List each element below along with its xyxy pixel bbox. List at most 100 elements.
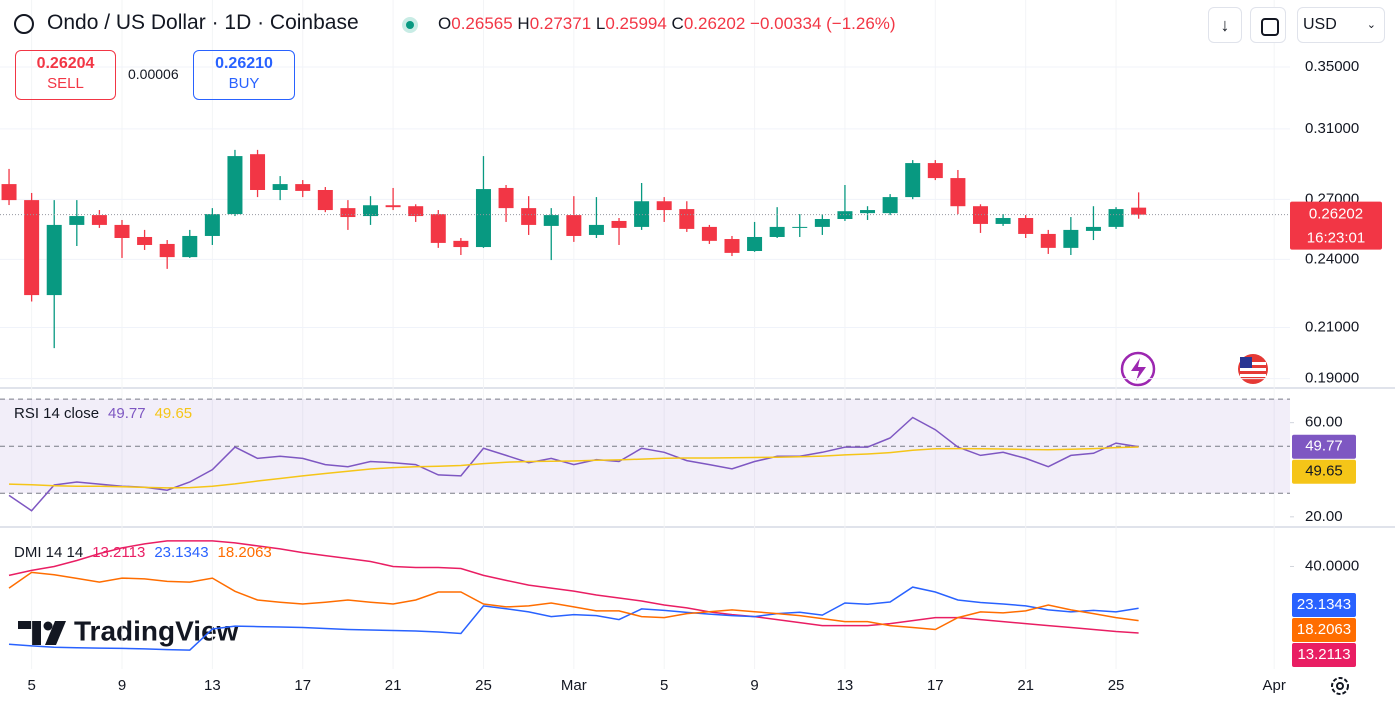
x-tick-label: 9 xyxy=(750,677,758,694)
candle-body xyxy=(1085,226,1101,231)
x-tick-label: 5 xyxy=(660,677,668,694)
candle-body xyxy=(747,236,763,252)
candle-body xyxy=(860,210,876,214)
market-status[interactable] xyxy=(402,17,418,33)
x-tick-label: 17 xyxy=(927,677,944,694)
y-tick-label: 0.35000 xyxy=(1305,58,1359,75)
y-tick-label: 0.31000 xyxy=(1305,120,1359,137)
candle-body xyxy=(498,187,514,209)
candle-body xyxy=(882,197,898,214)
candle-body xyxy=(317,189,333,211)
candle-body xyxy=(724,239,740,253)
buy-price: 0.26210 xyxy=(215,55,273,72)
value-tag xyxy=(1292,593,1356,617)
candle-body xyxy=(837,211,853,219)
open-value: 0.26565 xyxy=(451,14,513,33)
candle-body xyxy=(972,206,988,224)
candle-body xyxy=(634,201,650,227)
value-tag-label: 18.2063 xyxy=(1297,621,1351,638)
candle-body xyxy=(46,224,62,296)
y-tick-label: 0.24000 xyxy=(1305,250,1359,267)
candle-body xyxy=(159,243,175,258)
candle-body xyxy=(385,205,401,208)
value-tag xyxy=(1292,459,1356,484)
currency: USD xyxy=(1303,16,1337,33)
candle-body xyxy=(566,215,582,236)
y-tick-label: 20.00 xyxy=(1305,508,1343,525)
candle-body xyxy=(588,224,604,235)
candle-body xyxy=(1108,209,1124,227)
ohlc-label: C xyxy=(671,14,684,33)
candle-body xyxy=(769,226,785,237)
legend: RSI 14 close 49.77 49.65 xyxy=(14,405,192,422)
series-line xyxy=(8,586,1139,651)
candle-body xyxy=(792,226,808,228)
candle-body xyxy=(363,205,379,217)
candle-body xyxy=(250,154,266,190)
x-tick-label: 25 xyxy=(1108,677,1125,694)
value-tag-label: 49.77 xyxy=(1305,438,1343,455)
x-tick-label: 21 xyxy=(1017,677,1034,694)
candle-body xyxy=(430,214,446,243)
candle-body xyxy=(340,208,356,218)
candle-body xyxy=(1018,218,1034,234)
lightning-icon[interactable] xyxy=(1120,351,1156,387)
candle-body xyxy=(611,220,627,228)
candle-body xyxy=(114,224,130,238)
candle-body xyxy=(679,209,695,229)
legend-value: 49.77 xyxy=(108,405,146,422)
y-tick-label: 60.00 xyxy=(1305,414,1343,431)
candle-body xyxy=(950,178,966,207)
last-price-label: 0.26202 xyxy=(1309,206,1363,223)
sell-price: 0.26204 xyxy=(36,55,95,72)
spread: 0.00006 xyxy=(128,66,179,82)
value-tag xyxy=(1292,618,1356,642)
countdown: 16:23:01 xyxy=(1307,230,1365,247)
candle-body xyxy=(272,184,288,190)
candle-body xyxy=(995,218,1011,224)
symbol-title[interactable]: Ondo / US Dollar · 1D · Coinbase xyxy=(47,11,359,34)
value-tag xyxy=(1292,643,1356,667)
candle-body xyxy=(656,201,672,211)
buy-button[interactable]: 0.26210 BUY xyxy=(193,50,295,100)
candle-body xyxy=(295,184,311,191)
candle-body xyxy=(1,184,17,201)
ohlc-label: L xyxy=(595,14,606,33)
value-tag xyxy=(1292,434,1356,459)
candle-body xyxy=(1040,233,1056,248)
y-tick-label: 40.0000 xyxy=(1305,557,1359,574)
candle-body xyxy=(137,236,153,245)
x-tick-label: 25 xyxy=(475,677,492,694)
candle-body xyxy=(408,206,424,217)
candle-body xyxy=(521,208,537,225)
series-line xyxy=(8,540,1139,634)
flag-icon[interactable] xyxy=(1238,354,1268,384)
legend-title: RSI 14 close xyxy=(14,405,99,422)
buy-label: BUY xyxy=(228,75,260,92)
legend-title: DMI 14 14 xyxy=(14,544,83,561)
candle-body xyxy=(24,200,40,296)
fullscreen-button[interactable] xyxy=(1250,7,1286,43)
value-tag-label: 13.2113 xyxy=(1297,646,1350,663)
watermark-logo xyxy=(18,621,66,645)
candle-body xyxy=(543,215,559,226)
symbol-icon xyxy=(14,14,34,34)
y-tick-label: 0.19000 xyxy=(1305,370,1359,387)
sell-button[interactable]: 0.26204 SELL xyxy=(15,50,116,100)
candle-body xyxy=(182,235,198,258)
x-tick-label: 13 xyxy=(837,677,854,694)
legend-value: 18.2063 xyxy=(218,544,272,561)
candle-body xyxy=(927,163,943,179)
ohlc-row: O0.26565 H0.27371 L0.25994 C0.26202 −0.0… xyxy=(438,14,896,34)
x-tick-label: 21 xyxy=(385,677,402,694)
ohlc-label: O xyxy=(438,14,452,33)
candle-body xyxy=(475,189,491,248)
download-button[interactable]: ↓ xyxy=(1208,7,1242,43)
candle-body xyxy=(69,216,85,225)
x-tick-label: 13 xyxy=(204,677,221,694)
legend-value: 49.65 xyxy=(155,405,193,422)
legend: DMI 14 14 13.2113 23.1343 18.2063 xyxy=(14,544,272,561)
candle-body xyxy=(1063,229,1079,248)
currency-select[interactable]: USD ⌄ xyxy=(1297,7,1385,43)
settings-icon[interactable] xyxy=(1331,677,1349,695)
